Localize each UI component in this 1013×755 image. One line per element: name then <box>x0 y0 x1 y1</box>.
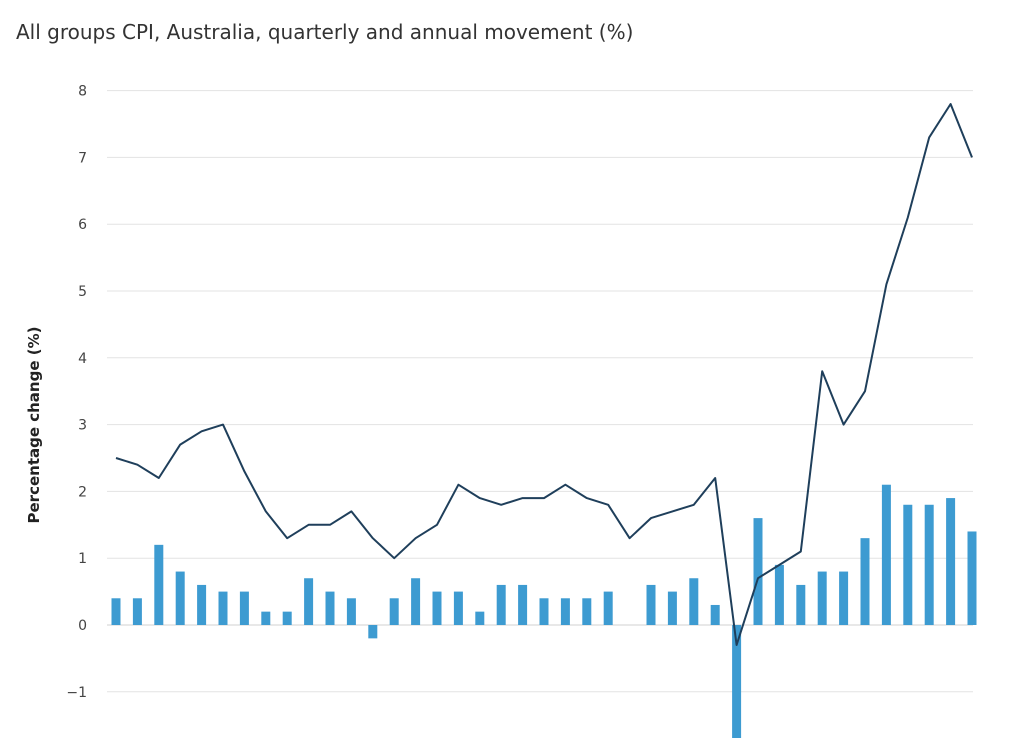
quarterly-bar <box>881 484 891 625</box>
quarterly-bar <box>261 611 271 625</box>
quarterly-bar <box>175 571 185 625</box>
y-tick-label: 5 <box>78 284 87 300</box>
quarterly-bar <box>582 598 592 625</box>
quarterly-bar <box>218 591 228 625</box>
quarterly-bar <box>368 625 378 639</box>
quarterly-bar <box>111 598 121 625</box>
quarterly-bar <box>689 578 699 625</box>
quarterly-bar <box>646 584 656 625</box>
y-tick-label: 8 <box>78 84 87 100</box>
y-tick-label: 4 <box>78 351 87 367</box>
quarterly-bar <box>197 584 207 625</box>
quarterly-bar <box>132 598 142 625</box>
quarterly-bar <box>860 538 870 625</box>
quarterly-bar <box>411 578 421 625</box>
quarterly-bar <box>603 591 613 625</box>
quarterly-bar <box>154 544 164 625</box>
quarterly-bar <box>282 611 292 625</box>
quarterly-bar <box>924 504 934 625</box>
annual-movement-line <box>115 103 973 646</box>
quarterly-bar <box>539 598 549 625</box>
quarterly-bar <box>432 591 442 625</box>
quarterly-bar <box>817 571 827 625</box>
chart-title: All groups CPI, Australia, quarterly and… <box>16 20 634 44</box>
quarterly-bar <box>475 611 485 625</box>
quarterly-bar <box>389 598 399 625</box>
quarterly-bar <box>346 598 356 625</box>
quarterly-bars <box>111 484 977 738</box>
quarterly-bar <box>796 584 806 625</box>
quarterly-bar <box>560 598 570 625</box>
y-tick-label: 0 <box>78 618 87 634</box>
y-tick-label: 6 <box>78 217 87 233</box>
y-tick-label: 1 <box>78 551 87 567</box>
annual-line <box>115 103 973 646</box>
quarterly-bar <box>239 591 249 625</box>
quarterly-bar <box>967 531 977 625</box>
quarterly-bar <box>304 578 314 625</box>
quarterly-bar <box>946 498 956 625</box>
quarterly-bar <box>732 625 742 738</box>
quarterly-bar <box>710 604 720 625</box>
quarterly-bar <box>839 571 849 625</box>
y-tick-label: 7 <box>78 150 87 166</box>
y-tick-label: 3 <box>78 418 87 434</box>
quarterly-bar <box>518 584 528 625</box>
y-tick-label: 2 <box>78 484 87 500</box>
quarterly-bar <box>667 591 677 625</box>
quarterly-bar <box>496 584 506 625</box>
quarterly-bar <box>774 564 784 625</box>
quarterly-bar <box>453 591 463 625</box>
quarterly-bar <box>753 518 763 625</box>
gridlines <box>107 90 973 693</box>
quarterly-bar <box>325 591 335 625</box>
y-axis-ticks: 8 7 6 5 4 3 2 1 0 −1 <box>66 84 87 701</box>
y-tick-label: −1 <box>66 685 87 701</box>
quarterly-bar <box>903 504 913 625</box>
